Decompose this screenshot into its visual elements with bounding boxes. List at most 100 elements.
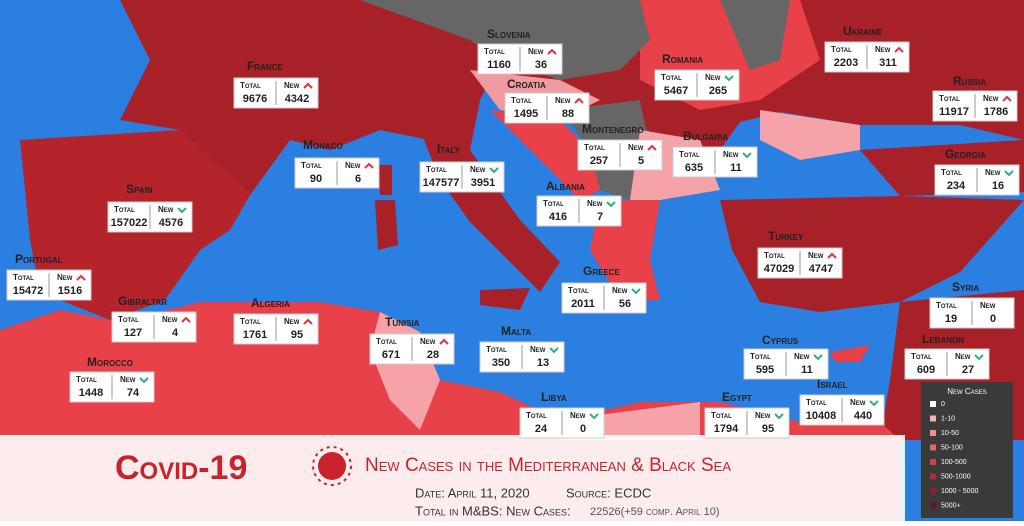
total-header: Total	[679, 150, 700, 159]
total-header: Total	[526, 411, 547, 420]
new-value: 88	[562, 108, 574, 120]
new-value: 7	[597, 211, 603, 223]
total-value: 127	[124, 327, 142, 339]
country-card: Cyprus Total New 595 11	[743, 333, 829, 380]
trend-arrow	[364, 162, 374, 169]
trend-arrow	[869, 400, 879, 407]
total-value: 10408	[806, 410, 837, 422]
country-card: Morocco Total New 1448 74	[69, 355, 155, 403]
country-card: Bulgaria Total New 635 11	[672, 129, 758, 178]
new-value: 11	[730, 162, 742, 174]
total-header: Total	[118, 315, 139, 324]
country-name: Slovenia	[487, 27, 531, 41]
total-value: 9676	[243, 93, 267, 105]
country-name: Ukraine	[843, 24, 883, 38]
new-value: 440	[854, 410, 872, 422]
legend: New Cases 0 1-10 10-50 50-100 100-500 500-100…	[921, 382, 1013, 518]
total-value: 11917	[939, 106, 969, 118]
legend-title: New Cases	[947, 387, 986, 396]
total-header: Total	[711, 411, 732, 420]
country-name: Turkey	[768, 229, 804, 243]
total-value: 234	[947, 180, 966, 192]
country-name: Portugal	[15, 252, 63, 266]
new-header: New	[985, 168, 1001, 177]
total-header: Total	[486, 345, 507, 354]
new-value: 74	[127, 387, 140, 399]
new-header: New	[723, 150, 739, 159]
trend-arrow	[303, 82, 313, 89]
new-header: New	[284, 317, 300, 326]
country-card: Greece Total New 2011 56	[561, 264, 647, 314]
new-header: New	[158, 205, 174, 214]
new-header: New	[875, 45, 891, 54]
country-name: Italy	[437, 142, 461, 156]
total-value: 147577	[423, 177, 460, 189]
new-value: 3951	[471, 177, 495, 189]
country-card: Algeria Total New 1761 95	[233, 296, 319, 345]
trend-arrow	[76, 274, 86, 281]
total-value: 257	[590, 155, 608, 167]
total-value: 595	[756, 364, 774, 376]
total-value: 22526(+59 comp. April 10)	[590, 506, 720, 518]
new-header: New	[955, 352, 971, 361]
country-card: Syria Total New 19 0	[929, 280, 1015, 329]
total-value: 1160	[487, 59, 511, 71]
country-card: Croatia Total New 1495 88	[504, 77, 590, 124]
country-name: Montenegro	[582, 122, 644, 136]
source: Source: ECDC	[566, 485, 651, 500]
trend-arrow	[181, 316, 191, 323]
country-name: Albania	[546, 179, 585, 193]
country-name: Gibraltar	[118, 294, 167, 308]
new-header: New	[612, 286, 628, 295]
trend-arrow	[827, 252, 837, 259]
new-value: 6	[355, 173, 361, 185]
new-value: 28	[427, 349, 439, 361]
total-value: 609	[917, 364, 935, 376]
trend-arrow	[606, 201, 616, 208]
legend-swatch	[930, 459, 936, 465]
country-card: Russia Total New 11917 1786	[932, 74, 1018, 122]
country-card: Georgia Total New 234 16	[934, 147, 1020, 196]
new-value: 56	[619, 298, 631, 310]
country-name: Georgia	[945, 147, 986, 161]
total-value: 5467	[664, 85, 688, 97]
new-header: New	[162, 315, 178, 324]
country-name: Romania	[662, 52, 703, 66]
country-name: Morocco	[87, 355, 133, 369]
total-header: Total	[568, 286, 589, 295]
country-card: Montenegro Total New 257 5	[577, 122, 663, 171]
total-header: Total	[764, 251, 785, 260]
legend-swatch	[930, 473, 936, 480]
total-header: Total	[240, 81, 261, 90]
trend-arrow	[439, 338, 449, 345]
legend-swatch	[930, 444, 936, 451]
country-name: Libya	[541, 390, 567, 404]
new-header: New	[850, 398, 866, 407]
trend-arrow	[589, 413, 599, 420]
trend-arrow	[489, 167, 499, 174]
country-card: Romania Total New 5467 265	[654, 52, 740, 101]
total-value: 24	[535, 423, 548, 435]
trend-arrow	[894, 46, 904, 53]
trend-arrow	[549, 347, 559, 354]
country-name: Israel	[817, 377, 848, 391]
total-header: Total	[484, 47, 505, 56]
total-value: 1794	[714, 423, 739, 435]
new-header: New	[284, 81, 300, 90]
new-value: 4	[172, 327, 179, 339]
total-header: Total	[114, 205, 135, 214]
new-value: 95	[762, 423, 774, 435]
new-header: New	[120, 375, 136, 384]
new-value: 95	[291, 329, 303, 341]
country-card: Albania Total New 416 7	[536, 179, 622, 227]
new-header: New	[587, 199, 603, 208]
country-name: Malta	[501, 324, 531, 338]
legend-swatch	[930, 488, 936, 494]
total-header: Total	[584, 143, 605, 152]
country-card: Portugal Total New 15472 1516	[6, 252, 92, 301]
new-header: New	[705, 73, 721, 82]
new-header: New	[555, 96, 571, 105]
country-card: France Total New 9676 4342	[233, 59, 319, 109]
total-header: Total	[240, 317, 261, 326]
total-value: 350	[492, 357, 510, 369]
